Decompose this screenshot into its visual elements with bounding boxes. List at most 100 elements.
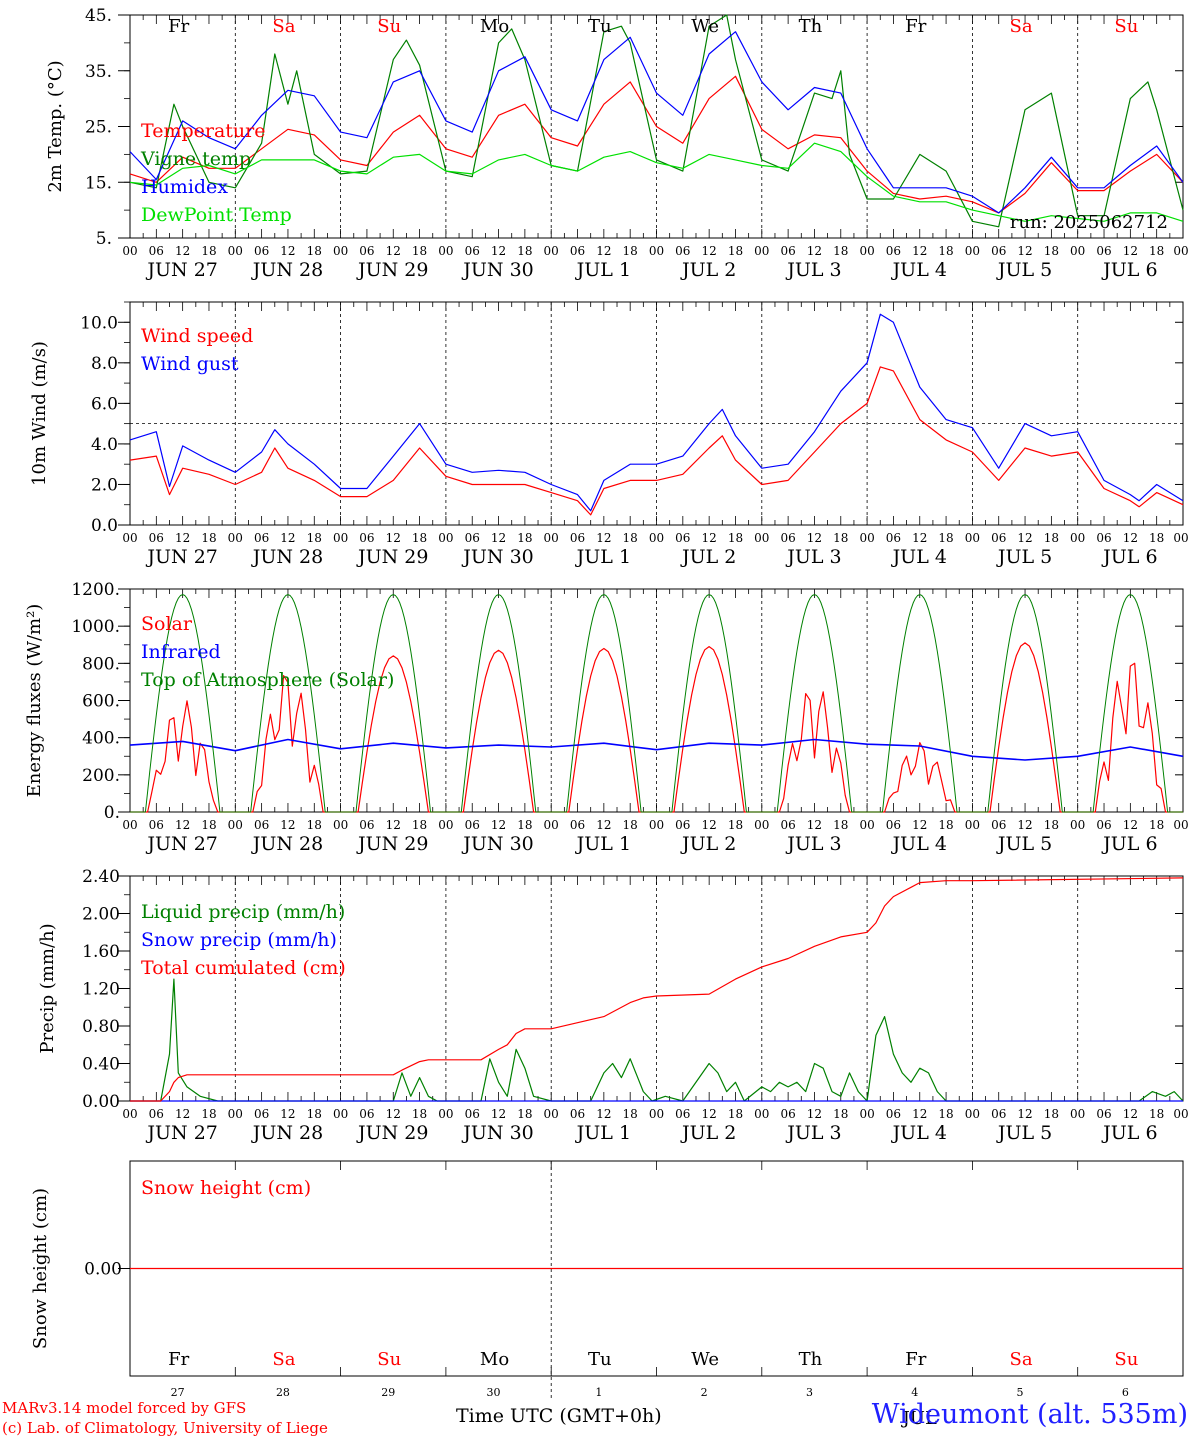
hour-tick-label: 00 (122, 244, 137, 258)
day-number-label: 27 (171, 1386, 185, 1399)
y-tick-label: 0.40 (82, 1055, 120, 1075)
weekday-label: Su (377, 1349, 401, 1370)
date-label: JUN 27 (145, 1122, 217, 1144)
hour-tick-label: 18 (412, 531, 427, 545)
hour-tick-label: 00 (649, 244, 664, 258)
day-number-label: 1 (595, 1386, 602, 1399)
series-liquid-precip-mm-h (130, 978, 1184, 1102)
date-label: JUN 30 (461, 1122, 533, 1144)
hour-tick-label: 06 (675, 1107, 690, 1121)
hour-tick-label: 00 (649, 818, 664, 832)
hour-tick-label: 12 (175, 818, 190, 832)
run-annotation: run: 2025062712 (1010, 212, 1168, 233)
date-label: JUN 30 (461, 833, 533, 855)
hour-tick-label: 12 (702, 818, 717, 832)
y-tick-label: 10.0 (80, 313, 118, 333)
hour-tick-label: 06 (570, 818, 585, 832)
hour-tick-label: 12 (807, 244, 822, 258)
hour-tick-label: 12 (1123, 244, 1138, 258)
hour-tick-label: 18 (517, 818, 532, 832)
hour-tick-label: 00 (438, 818, 453, 832)
hour-tick-label: 12 (807, 818, 822, 832)
date-label: JUL 1 (575, 1122, 631, 1144)
y-tick-label: 400. (82, 729, 120, 749)
hour-tick-label: 18 (412, 244, 427, 258)
day-number-label: 3 (806, 1386, 813, 1399)
date-label: JUN 30 (461, 546, 533, 568)
series-total-cumulated-cm (130, 877, 1184, 1102)
hour-tick-label: 18 (1149, 1107, 1164, 1121)
series-dewpoint-temp (129, 142, 1184, 222)
hour-tick-label: 00 (544, 818, 559, 832)
y-tick-label: 15. (85, 173, 112, 193)
date-label: JUN 28 (251, 1122, 323, 1144)
hour-tick-label: 06 (254, 818, 269, 832)
hour-tick-label: 00 (965, 1107, 980, 1121)
hour-tick-label: 00 (333, 1107, 348, 1121)
hour-tick-label: 06 (675, 244, 690, 258)
day-number-label: 6 (1122, 1386, 1129, 1399)
day-number-label: 28 (276, 1386, 290, 1399)
hour-tick-label: 00 (649, 1107, 664, 1121)
series-wind-speed (129, 366, 1184, 516)
hour-tick-label: 00 (333, 244, 348, 258)
hour-tick-label: 12 (702, 1107, 717, 1121)
y-tick-label: 35. (85, 62, 112, 82)
hour-tick-label: 06 (1096, 818, 1111, 832)
weekday-label: Th (799, 1349, 823, 1370)
text-labels: 00 06 12 18 00 06 12 18 00 06 12 18 00 06 12 18 00 06 12 18… (24, 6, 1189, 1429)
date-label: JUN 27 (145, 259, 217, 281)
hour-tick-label: 00 (1070, 1107, 1085, 1121)
hour-tick-label: 18 (1044, 531, 1059, 545)
y-tick-label: 2.0 (91, 475, 118, 495)
credit-line-2: (c) Lab. of Climatology, University of L… (2, 1419, 328, 1437)
date-label: JUL 2 (680, 1122, 736, 1144)
weekday-label: Fr (168, 16, 189, 37)
hour-tick-label: 12 (280, 818, 295, 832)
hour-tick-label: 18 (1044, 818, 1059, 832)
legend-entry: Wind speed (141, 325, 253, 347)
hour-tick-label: 18 (517, 1107, 532, 1121)
hour-tick-label: 12 (491, 818, 506, 832)
date-label: JUN 29 (356, 546, 428, 568)
hour-tick-label: 12 (491, 1107, 506, 1121)
date-label: JUN 29 (356, 833, 428, 855)
legend-entry: Infrared (141, 641, 221, 663)
hour-tick-label: 06 (570, 1107, 585, 1121)
hour-tick-label: 00 (754, 818, 769, 832)
hour-tick-label: 18 (307, 531, 322, 545)
y-tick-label: 1200. (71, 580, 120, 600)
hour-tick-label: 12 (1017, 531, 1032, 545)
hour-tick-label: 06 (254, 531, 269, 545)
hour-tick-label: 06 (359, 531, 374, 545)
hour-tick-label: 06 (886, 1107, 901, 1121)
y-tick-label: 45. (85, 6, 112, 26)
hour-tick-label: 06 (570, 244, 585, 258)
hour-tick-label: 12 (491, 531, 506, 545)
series-humidex (129, 31, 1184, 214)
hour-tick-label: 00 (544, 1107, 559, 1121)
hour-tick-label: 12 (807, 1107, 822, 1121)
hour-tick-label: 12 (702, 244, 717, 258)
hour-tick-label: 18 (833, 818, 848, 832)
hour-tick-label: 12 (175, 531, 190, 545)
hour-tick-label: 06 (465, 244, 480, 258)
hour-tick-label: 18 (623, 1107, 638, 1121)
hour-tick-label: 00 (438, 244, 453, 258)
hour-tick-label: 00 (438, 1107, 453, 1121)
series-top-of-atmosphere-solar (130, 594, 1183, 813)
date-label: JUN 28 (251, 546, 323, 568)
series-vigne-temp (129, 14, 1184, 228)
y-axis-title: 2m Temp. (°C) (45, 60, 66, 192)
hour-tick-label: 00 (544, 244, 559, 258)
series-infrared (129, 738, 1184, 761)
hour-tick-label: 06 (780, 531, 795, 545)
month-label: JUL (901, 1408, 937, 1429)
y-tick-label: 0. (104, 803, 120, 823)
hour-tick-label: 18 (201, 244, 216, 258)
date-label: JUL 4 (891, 259, 947, 281)
hour-tick-label: 12 (912, 1107, 927, 1121)
hour-tick-label: 18 (412, 1107, 427, 1121)
hour-tick-label: 12 (1017, 244, 1032, 258)
hour-tick-label: 06 (780, 244, 795, 258)
